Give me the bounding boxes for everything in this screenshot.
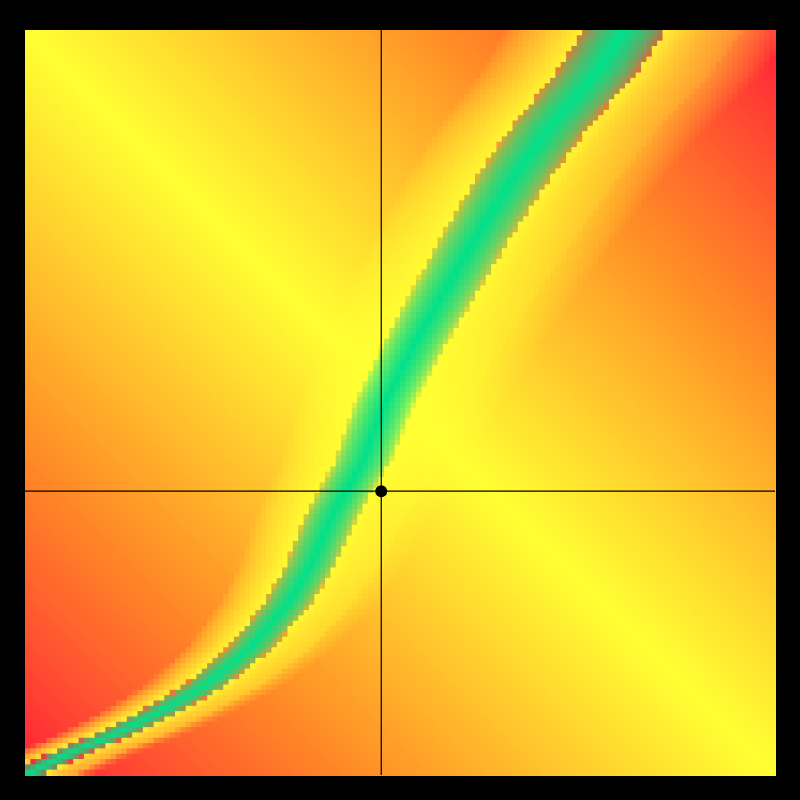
- figure-root: TheBottleneck.com: [0, 0, 800, 800]
- crosshair-overlay: [0, 0, 800, 800]
